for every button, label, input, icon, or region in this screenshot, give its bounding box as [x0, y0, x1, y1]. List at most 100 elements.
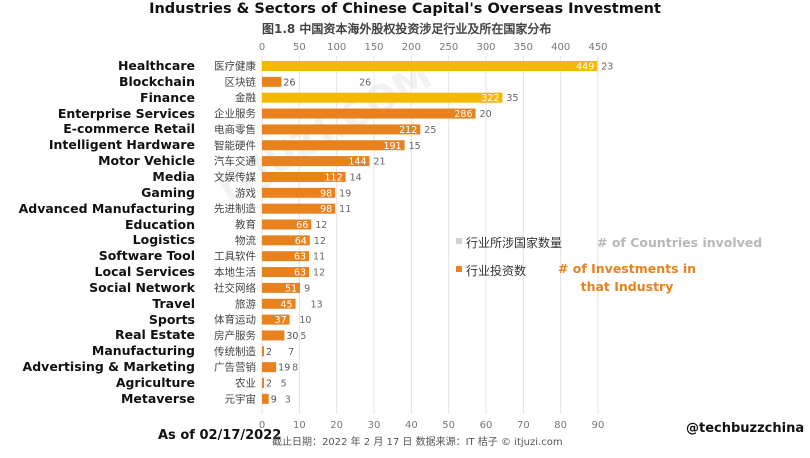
investment-bar: [262, 171, 346, 182]
legend-investments-swatch: [456, 266, 462, 272]
investment-value-label: 191: [383, 141, 401, 152]
investment-bar: [262, 61, 598, 71]
legend-investments-english: # of Investments in that Industry: [557, 261, 697, 294]
english-category-label: Real Estate: [114, 327, 195, 343]
investment-bar: [262, 282, 301, 293]
investment-bar: [262, 219, 312, 230]
legend-countries-english: # of Countries involved: [597, 235, 763, 250]
top-tick-label: 300: [476, 42, 495, 53]
english-category-label: Enterprise Services: [57, 105, 195, 121]
investment-bar: [262, 330, 285, 341]
category-label: 广告营销: [214, 361, 256, 374]
country-value-label: 12: [313, 268, 325, 279]
english-category-label: Advanced Manufacturing: [18, 200, 195, 216]
english-category-label: Intelligent Hardware: [48, 137, 195, 153]
country-value-label: 8: [292, 363, 298, 374]
country-value-label: 12: [314, 236, 326, 247]
investment-value-label: 45: [281, 299, 293, 310]
investment-value-label: 2: [266, 379, 272, 390]
category-label: 物流: [235, 234, 256, 247]
category-label: 农业: [235, 377, 256, 390]
category-label: 本地生活: [214, 266, 256, 279]
english-category-label: Metaverse: [120, 390, 195, 406]
investment-value-label: 322: [481, 93, 499, 104]
investment-bar: [262, 314, 290, 325]
investment-value-label: 37: [275, 315, 287, 326]
english-category-label: Advertising & Marketing: [22, 359, 195, 375]
bottom-tick-label: 10: [293, 420, 306, 431]
category-label: 智能硬件: [214, 139, 256, 152]
investment-value-label: 26: [283, 77, 295, 88]
category-label: 文娱传媒: [214, 170, 256, 183]
category-label: 汽车交通: [214, 155, 256, 168]
english-category-label: Logistics: [132, 232, 195, 248]
country-value-label: 15: [409, 141, 421, 152]
investment-bar: [262, 108, 476, 119]
category-label: 旅游: [235, 297, 256, 310]
top-tick-label: 50: [293, 42, 306, 53]
investment-value-label: 112: [324, 172, 342, 183]
top-tick-label: 350: [514, 42, 533, 53]
country-value-label: 5: [300, 331, 306, 342]
investment-bar: [262, 378, 264, 388]
country-value-label: 19: [339, 188, 351, 199]
investment-value-label: 98: [320, 188, 332, 199]
category-label: 工具软件: [214, 250, 256, 263]
bottom-tick-label: 60: [480, 420, 493, 431]
category-label: 先进制造: [214, 202, 256, 215]
country-value-label: 26: [359, 77, 371, 88]
chart-title: Industries & Sectors of Chinese Capital'…: [149, 1, 661, 17]
investment-value-label: 98: [320, 204, 332, 215]
top-tick-label: 400: [551, 42, 570, 53]
chart-subtitle: 图1.8 中国资本海外股权投资涉足行业及所在国家分布: [262, 22, 552, 36]
country-value-label: 11: [339, 204, 351, 215]
investment-value-label: 64: [295, 236, 307, 247]
country-value-label: 20: [480, 109, 492, 120]
investment-value-label: 30: [286, 331, 298, 342]
category-label: 游戏: [235, 186, 256, 199]
category-label: 企业服务: [214, 107, 256, 120]
investment-value-label: 19: [278, 363, 290, 374]
english-category-label: Manufacturing: [91, 343, 195, 359]
english-category-label: Blockchain: [118, 73, 195, 89]
legend-investments-label: 行业投资数: [466, 264, 527, 278]
category-label: 元宇宙: [225, 392, 257, 405]
category-label: 房产服务: [214, 329, 256, 342]
top-tick-label: 200: [402, 42, 421, 53]
bottom-tick-label: 30: [368, 420, 381, 431]
investment-bar: [262, 235, 310, 246]
investment-bar: [262, 267, 310, 278]
investment-bar: [262, 187, 336, 198]
english-category-label: Sports: [148, 311, 195, 327]
category-label: 电商零售: [214, 123, 256, 136]
investment-bar: [262, 76, 282, 87]
english-category-label: E-commerce Retail: [63, 121, 195, 137]
bottom-tick-label: 40: [405, 420, 418, 431]
investment-bar: [262, 203, 336, 214]
country-value-label: 12: [315, 220, 327, 231]
country-value-label: 25: [424, 125, 436, 136]
investment-bar: [262, 393, 269, 404]
investment-value-label: 63: [294, 268, 306, 279]
country-value-label: 5: [281, 379, 287, 390]
top-tick-label: 100: [327, 42, 346, 53]
english-category-label: Finance: [140, 89, 195, 105]
country-value-label: 9: [304, 283, 310, 294]
bottom-tick-label: 80: [554, 420, 567, 431]
investment-value-label: 51: [285, 283, 297, 294]
investment-value-label: 9: [271, 394, 277, 405]
legend-countries-swatch: [456, 238, 462, 244]
english-category-label: Healthcare: [117, 58, 195, 73]
country-value-label: 35: [506, 93, 518, 104]
investment-bar: [262, 124, 421, 135]
country-value-label: 23: [601, 62, 613, 73]
english-category-label: Gaming: [141, 184, 195, 200]
investment-value-label: 212: [399, 125, 417, 136]
english-category-label: Agriculture: [115, 375, 195, 390]
investment-value-label: 144: [348, 157, 366, 168]
bottom-tick-label: 50: [442, 420, 455, 431]
investment-bar: [262, 298, 296, 309]
investment-value-label: 286: [454, 109, 472, 120]
english-category-label: Education: [125, 216, 195, 232]
top-tick-label: 450: [588, 42, 607, 53]
